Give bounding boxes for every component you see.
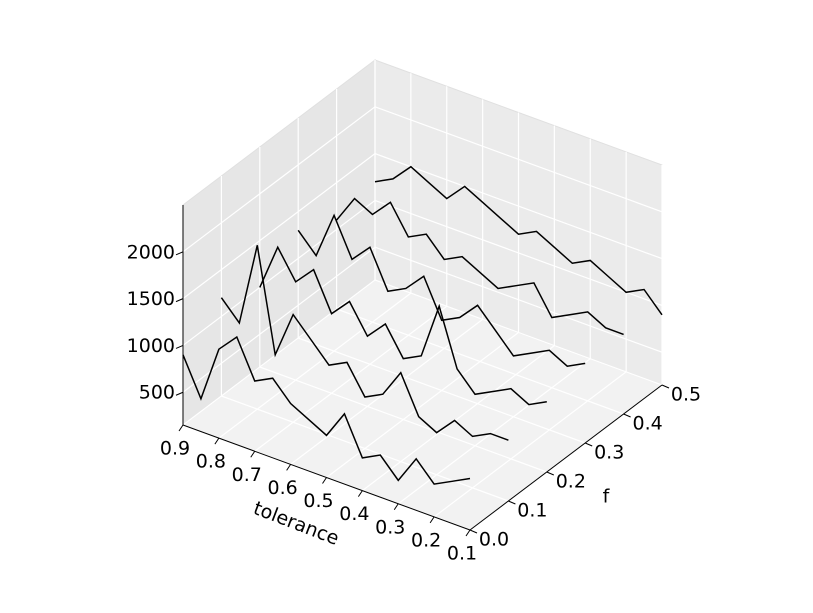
x-tick — [178, 424, 184, 432]
y-tick-label: 0.1 — [517, 500, 547, 522]
grid-line — [374, 279, 663, 386]
data-line — [259, 245, 547, 406]
grid-line — [221, 395, 509, 502]
x-tick-label: 0.8 — [196, 451, 226, 473]
grid-line — [326, 332, 519, 478]
grid-line — [182, 246, 376, 393]
x-tick-label: 0.6 — [268, 477, 298, 499]
z-tick-label: 2000 — [127, 241, 175, 263]
y-tick — [661, 384, 670, 389]
grid-line — [254, 305, 448, 452]
grid-line — [182, 106, 376, 253]
grid-line — [182, 153, 376, 300]
grid-line — [259, 366, 548, 473]
x-tick — [214, 437, 220, 445]
data-line — [297, 213, 586, 368]
z-tick-label: 1500 — [127, 288, 175, 310]
grid-line — [182, 279, 376, 426]
y-tick — [623, 413, 631, 418]
grid-line — [374, 246, 663, 353]
x-tick — [393, 503, 399, 511]
grid-line — [218, 292, 412, 439]
x-tick-label: 0.4 — [339, 503, 369, 525]
grid-line — [182, 199, 376, 346]
y-tick — [469, 529, 478, 534]
y-tick-label: 0.2 — [556, 471, 586, 493]
x-tick — [286, 464, 292, 471]
z-tick — [175, 344, 184, 349]
grid-line — [374, 106, 663, 213]
x-tick — [250, 450, 256, 458]
grid-line — [362, 345, 555, 492]
x-tick-label: 0.5 — [303, 490, 333, 512]
y-tick — [585, 442, 593, 447]
grid-line — [374, 199, 663, 306]
data-line — [220, 245, 509, 441]
data-line — [182, 335, 471, 485]
z-tick-label: 500 — [139, 382, 175, 404]
x-tick — [322, 477, 327, 484]
data-line — [336, 197, 624, 336]
y-tick-label: 0.0 — [479, 529, 509, 551]
z-tick — [175, 391, 184, 396]
x-tick — [357, 490, 363, 497]
z-tick — [175, 298, 184, 303]
x-tick-label: 0.3 — [375, 516, 405, 538]
grid-line — [297, 337, 586, 444]
y-axis-line — [469, 384, 663, 531]
z-tick — [175, 251, 184, 256]
data-line — [374, 165, 663, 316]
x-tick-label: 0.9 — [160, 438, 190, 460]
z-tick-label: 1000 — [127, 335, 175, 357]
y-axis-label: f — [603, 486, 611, 508]
y-tick-label: 0.4 — [632, 413, 662, 435]
y-tick-label: 0.3 — [594, 442, 624, 464]
grid-line — [290, 318, 483, 465]
grid-line — [336, 308, 624, 415]
y-tick — [546, 471, 554, 476]
x-tick-label: 0.2 — [411, 529, 441, 551]
grid-line — [433, 371, 627, 518]
y-tick-label: 0.5 — [671, 384, 701, 406]
x-tick-label: 0.7 — [232, 464, 262, 486]
x-tick-label: 0.1 — [447, 543, 477, 565]
x-tick — [465, 529, 471, 537]
x-tick — [429, 516, 435, 524]
grid-line — [374, 153, 663, 260]
y-tick — [508, 500, 516, 505]
